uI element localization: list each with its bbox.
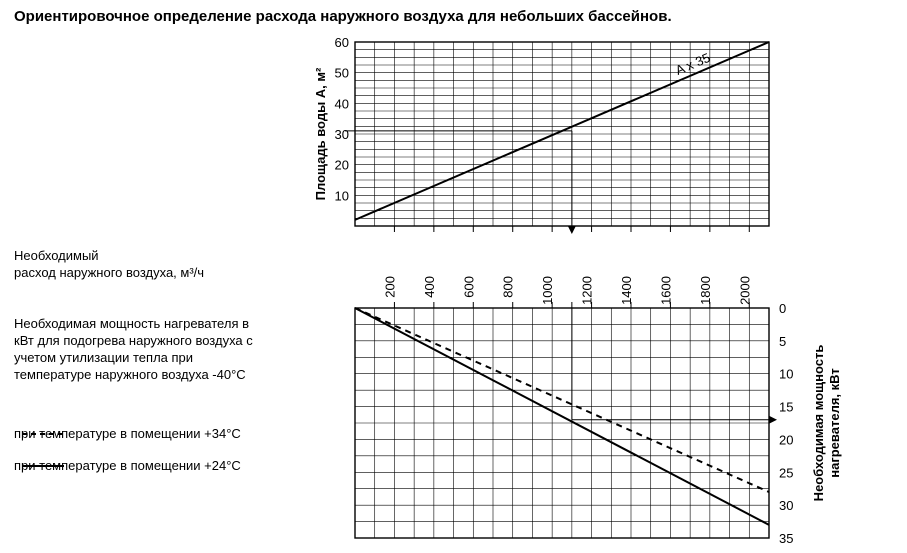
- svg-text:5: 5: [779, 334, 786, 349]
- svg-text:10: 10: [335, 188, 349, 203]
- charts-svg: 102030405060Площадь воды А, м²A x 352004…: [305, 30, 885, 550]
- legend-24: при температуре в помещении +24°С: [14, 458, 241, 475]
- heater-line-2: кВт для подогрева наружного воздуха с: [14, 333, 253, 350]
- svg-text:1200: 1200: [580, 276, 595, 305]
- x-label-line-1: Необходимый: [14, 248, 204, 265]
- svg-text:40: 40: [335, 96, 349, 111]
- svg-text:нагревателя, кВт: нагревателя, кВт: [827, 368, 842, 477]
- svg-text:0: 0: [779, 301, 786, 316]
- svg-text:2000: 2000: [737, 276, 752, 305]
- heater-line-3: учетом утилизации тепла при: [14, 350, 253, 367]
- legend-34-line-icon: [20, 430, 66, 438]
- svg-text:50: 50: [335, 66, 349, 81]
- svg-text:1600: 1600: [658, 276, 673, 305]
- svg-text:1800: 1800: [698, 276, 713, 305]
- svg-text:30: 30: [779, 498, 793, 513]
- svg-text:10: 10: [779, 367, 793, 382]
- legend-34: при температуре в помещении +34°С: [14, 426, 241, 443]
- heater-line-1: Необходимая мощность нагревателя в: [14, 316, 253, 333]
- svg-text:Площадь воды А, м²: Площадь воды А, м²: [313, 67, 328, 200]
- svg-text:35: 35: [779, 531, 793, 546]
- svg-text:1000: 1000: [540, 276, 555, 305]
- legend-24-line-icon: [20, 462, 66, 470]
- x-label-line-2: расход наружного воздуха, м³/ч: [14, 265, 204, 282]
- svg-text:30: 30: [335, 127, 349, 142]
- svg-text:Необходимая мощность: Необходимая мощность: [811, 345, 826, 502]
- svg-text:200: 200: [382, 276, 397, 298]
- page-title: Ориентировочное определение расхода нару…: [14, 8, 672, 25]
- svg-text:25: 25: [779, 465, 793, 480]
- svg-text:800: 800: [501, 276, 516, 298]
- svg-text:600: 600: [461, 276, 476, 298]
- svg-text:1400: 1400: [619, 276, 634, 305]
- x-axis-label-block: Необходимый расход наружного воздуха, м³…: [14, 248, 204, 282]
- svg-text:60: 60: [335, 35, 349, 50]
- svg-text:400: 400: [422, 276, 437, 298]
- svg-text:20: 20: [779, 432, 793, 447]
- svg-text:15: 15: [779, 400, 793, 415]
- heater-line-4: температуре наружного воздуха -40°С: [14, 367, 253, 384]
- svg-text:20: 20: [335, 158, 349, 173]
- heater-desc-block: Необходимая мощность нагревателя в кВт д…: [14, 316, 253, 384]
